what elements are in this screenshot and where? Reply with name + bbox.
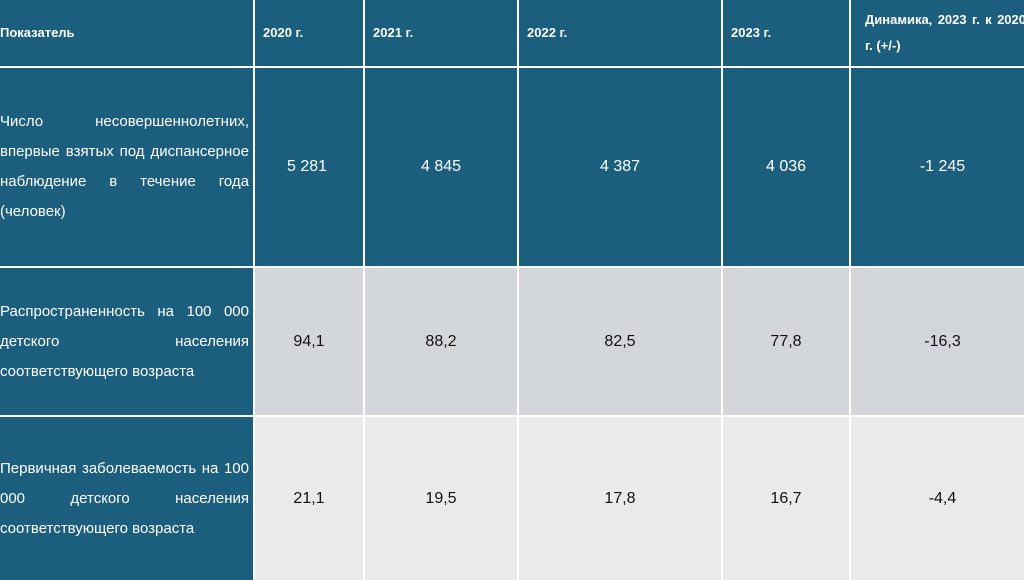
row-label: Распространенность на 100 000 детского н… <box>0 268 253 415</box>
row-label: Число несовершеннолетних, впервые взятых… <box>0 68 253 266</box>
cell-value: -1 245 <box>851 68 1024 266</box>
cell-value: 88,2 <box>365 268 517 415</box>
cell-value: 17,8 <box>519 417 721 580</box>
cell-value: 4 387 <box>519 68 721 266</box>
cell-value: -16,3 <box>851 268 1024 415</box>
cell-value: 21,1 <box>255 417 363 580</box>
header-2023: 2023 г. <box>723 0 849 66</box>
row-label: Первичная заболеваемость на 100 000 детс… <box>0 417 253 580</box>
cell-value: 94,1 <box>255 268 363 415</box>
cell-value: 5 281 <box>255 68 363 266</box>
cell-value: 77,8 <box>723 268 849 415</box>
header-2022: 2022 г. <box>519 0 721 66</box>
cell-value: 4 845 <box>365 68 517 266</box>
cell-value: 16,7 <box>723 417 849 580</box>
cell-value: 4 036 <box>723 68 849 266</box>
cell-value: -4,4 <box>851 417 1024 580</box>
header-2020: 2020 г. <box>255 0 363 66</box>
header-indicator: Показатель <box>0 0 253 66</box>
header-dynamics: Динамика, 2023 г. к 2020 г. (+/-) <box>851 0 1024 66</box>
header-2021: 2021 г. <box>365 0 517 66</box>
cell-value: 19,5 <box>365 417 517 580</box>
cell-value: 82,5 <box>519 268 721 415</box>
